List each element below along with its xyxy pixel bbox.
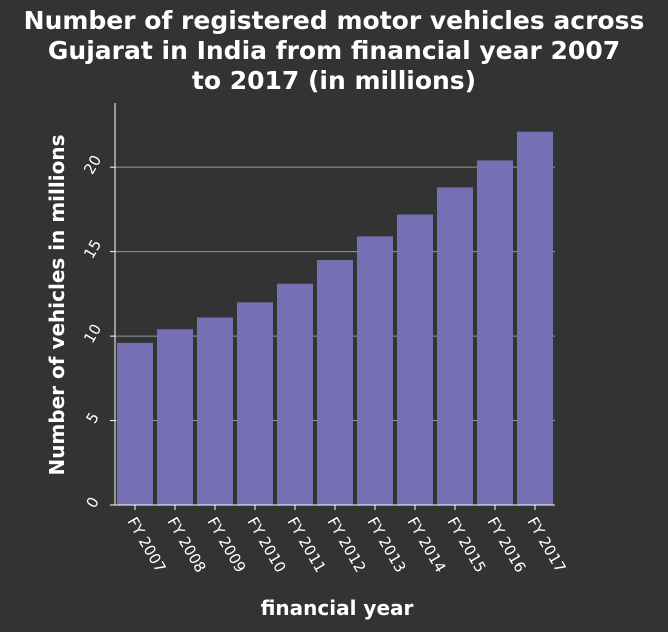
x-tick-label: FY 2017: [524, 514, 570, 576]
chart-title-line-3: to 2017 (in millions): [192, 66, 476, 95]
x-tick-label: FY 2011: [284, 514, 330, 576]
x-tick-label: FY 2013: [364, 514, 410, 576]
x-axis-title: financial year: [261, 596, 414, 620]
bar: [437, 187, 473, 505]
y-tick-label: 15: [80, 236, 105, 262]
bar: [357, 236, 393, 505]
y-tick-label: 10: [80, 321, 105, 347]
x-tick-label: FY 2009: [204, 514, 250, 576]
x-tick-label: FY 2014: [404, 514, 450, 576]
bar: [197, 317, 233, 505]
x-tick-label: FY 2010: [244, 514, 290, 576]
x-tick-label: FY 2008: [164, 514, 210, 576]
bar: [117, 342, 153, 505]
bar: [397, 214, 433, 505]
x-tick-label: FY 2016: [484, 514, 530, 576]
chart-title-line-2: Gujarat in India from financial year 200…: [48, 36, 620, 65]
y-tick-label: 0: [82, 494, 102, 511]
bar: [477, 160, 513, 505]
x-tick-label: FY 2015: [444, 514, 490, 576]
chart-title-line-1: Number of registered motor vehicles acro…: [24, 6, 645, 35]
bar: [237, 302, 273, 505]
bar: [157, 329, 193, 505]
bar: [277, 283, 313, 505]
bar: [317, 260, 353, 505]
x-tick-label: FY 2007: [124, 514, 170, 576]
y-tick-label: 5: [82, 409, 102, 426]
bar: [517, 131, 553, 505]
y-tick-label: 20: [80, 152, 105, 178]
x-tick-label: FY 2012: [324, 514, 370, 576]
y-axis-title: Number of vehicles in millions: [45, 135, 69, 476]
